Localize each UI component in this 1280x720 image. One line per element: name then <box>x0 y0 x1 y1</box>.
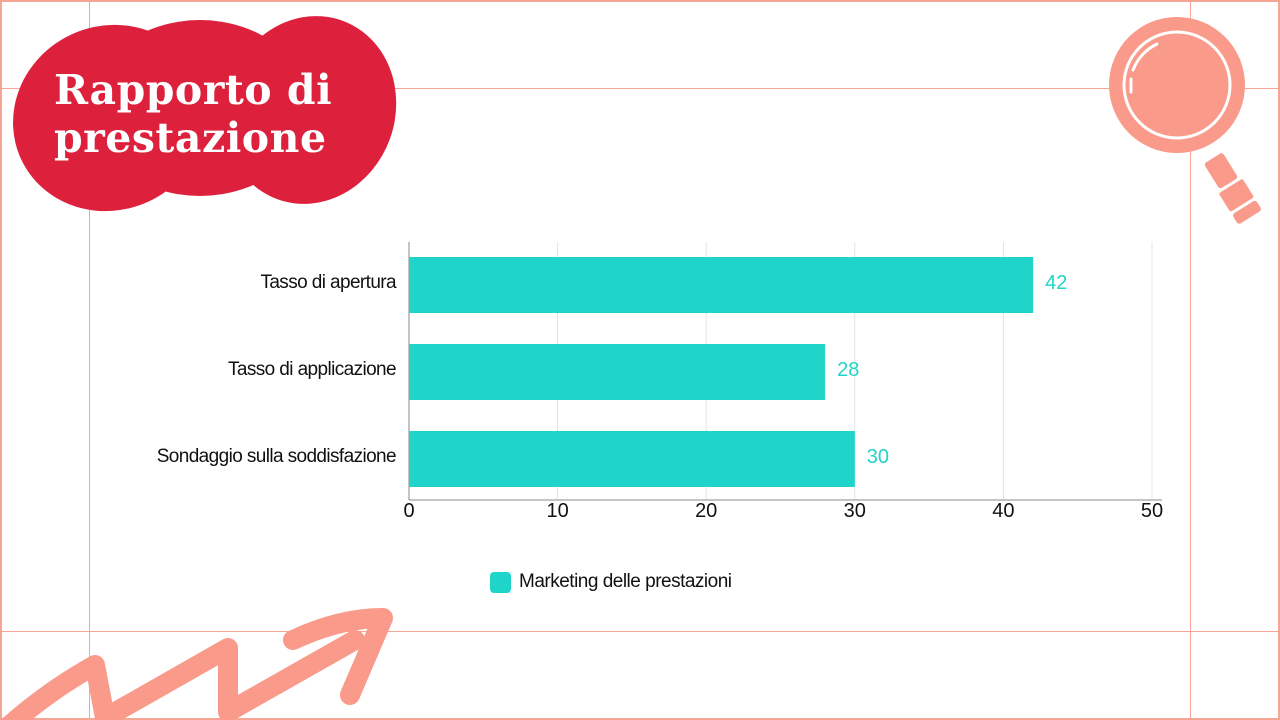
x-tick-label: 30 <box>843 500 866 522</box>
data-label: 30 <box>866 446 890 468</box>
y-category-label: Tasso di applicazione <box>227 359 397 380</box>
x-tick-label: 0 <box>403 500 415 522</box>
bar <box>409 257 1034 313</box>
legend-swatch <box>490 571 511 593</box>
guide-line-v2 <box>1190 0 1191 720</box>
data-label: 42 <box>1045 272 1068 294</box>
bar <box>409 431 855 487</box>
y-category-label: Tasso di apertura <box>260 272 396 293</box>
x-tick-label: 20 <box>695 500 718 522</box>
legend: Marketing delle prestazioni <box>490 571 732 593</box>
x-tick-label: 10 <box>546 500 569 522</box>
title-line-1: Rapporto di <box>54 66 333 114</box>
guide-line-h2 <box>0 631 1280 632</box>
frame-line-top <box>0 0 1280 2</box>
y-category-label: Sondaggio sulla soddisfazione <box>156 446 397 467</box>
data-label: 28 <box>837 359 860 381</box>
frame-line-left <box>0 0 2 720</box>
title-badge: Rapporto di prestazione <box>0 0 420 230</box>
bar <box>409 344 826 400</box>
x-tick-label: 40 <box>992 500 1015 522</box>
frame-line-right <box>1278 0 1280 720</box>
magnifier-icon <box>1109 17 1261 224</box>
legend-label: Marketing delle prestazioni <box>519 571 732 592</box>
title-line-2: prestazione <box>54 114 327 162</box>
guide-line-h1 <box>0 88 1280 89</box>
red-blob-shape <box>13 16 397 212</box>
page-title: Rapporto di prestazione <box>54 66 332 162</box>
x-tick-label: 50 <box>1140 500 1164 522</box>
zigzag-arrow-icon <box>1 608 393 720</box>
guide-line-v1 <box>89 0 90 720</box>
frame-line-bottom <box>0 718 1280 720</box>
